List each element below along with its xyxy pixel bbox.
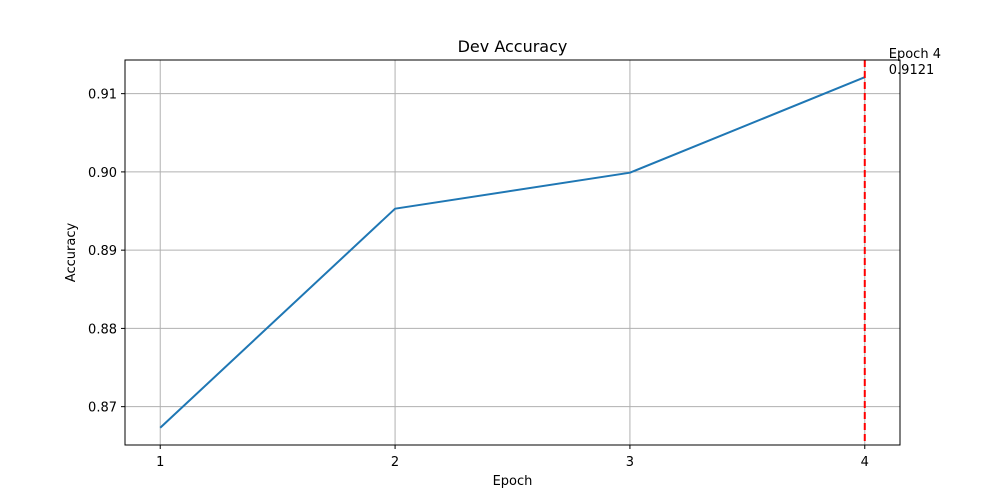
chart-title: Dev Accuracy bbox=[458, 37, 568, 56]
x-tick-label: 1 bbox=[156, 455, 164, 470]
annotation-epoch-label: Epoch 4 bbox=[889, 47, 941, 62]
x-axis-label: Epoch bbox=[493, 474, 533, 489]
grid-layer bbox=[125, 60, 900, 445]
x-tick-label: 2 bbox=[391, 455, 399, 470]
y-tick-label: 0.90 bbox=[88, 166, 117, 181]
y-tick-label: 0.87 bbox=[88, 401, 117, 416]
x-tick-label: 4 bbox=[861, 455, 869, 470]
tick-layer: 1 2 3 4 0.87 0.88 0.89 0.90 0.91 bbox=[88, 88, 869, 470]
plot-frame bbox=[124, 59, 901, 446]
y-axis-label: Accuracy bbox=[64, 223, 79, 283]
y-tick-label: 0.91 bbox=[88, 88, 117, 103]
x-tick-label: 3 bbox=[626, 455, 634, 470]
series-layer bbox=[159, 76, 866, 429]
annotation-value-label: 0.9121 bbox=[889, 63, 935, 78]
y-tick-label: 0.88 bbox=[88, 322, 117, 337]
series-line bbox=[159, 76, 866, 429]
y-tick-label: 0.89 bbox=[88, 244, 117, 259]
